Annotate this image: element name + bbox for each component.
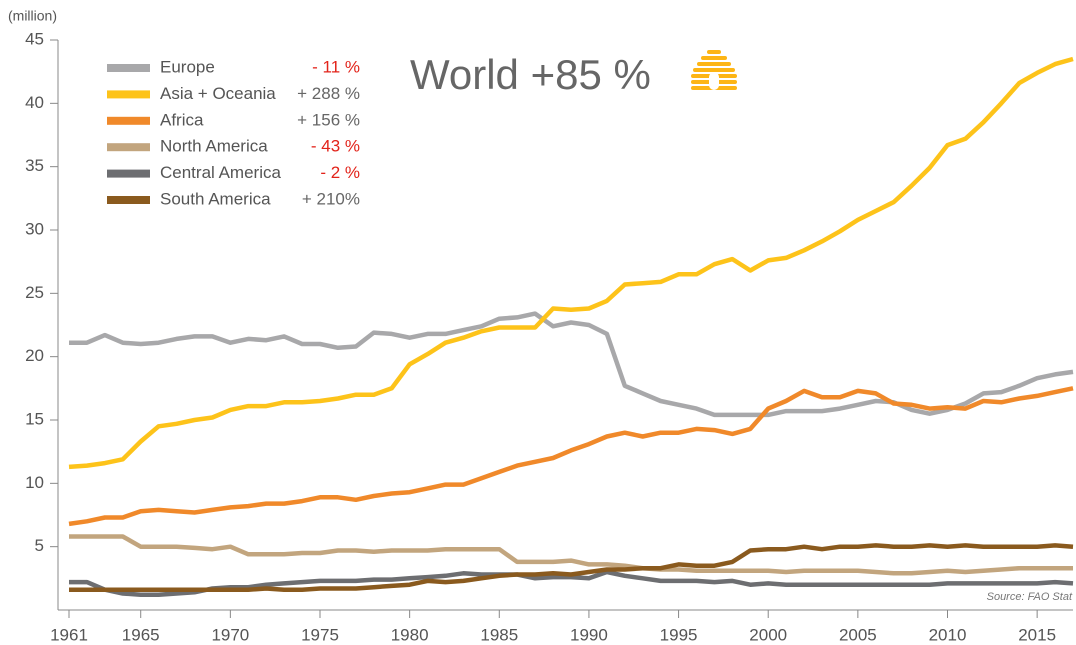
x-tick-label: 1985 bbox=[480, 625, 518, 644]
legend-label: South America bbox=[160, 189, 271, 208]
legend-change: + 156 % bbox=[297, 110, 360, 129]
series-line bbox=[69, 311, 1074, 418]
x-tick-label: 2000 bbox=[749, 625, 787, 644]
x-tick-label: 1990 bbox=[570, 625, 608, 644]
legend-change: - 11 % bbox=[312, 57, 360, 76]
x-tick-label: 1961 bbox=[50, 625, 88, 644]
legend-swatch bbox=[107, 169, 150, 178]
legend-label: North America bbox=[160, 137, 268, 156]
series-line bbox=[68, 386, 1074, 527]
x-tick-label: 1980 bbox=[391, 625, 429, 644]
y-unit: (million) bbox=[8, 8, 57, 24]
source: Source: FAO Stat bbox=[987, 591, 1073, 603]
y-tick-label: 40 bbox=[25, 93, 44, 112]
annotation: World +85 % bbox=[410, 51, 651, 98]
series-line bbox=[69, 569, 1074, 598]
legend-label: Europe bbox=[160, 57, 215, 76]
x-tick-label: 1975 bbox=[301, 625, 339, 644]
legend-swatch bbox=[107, 143, 150, 152]
x-tick-label: 2010 bbox=[929, 625, 967, 644]
legend-swatch bbox=[107, 116, 150, 125]
x-tick-label: 2005 bbox=[839, 625, 877, 644]
beehive-icon bbox=[691, 50, 737, 90]
series-line bbox=[69, 543, 1074, 592]
x-tick-label: 1995 bbox=[660, 625, 698, 644]
legend-change: + 288 % bbox=[297, 84, 360, 103]
legend-label: Central America bbox=[160, 163, 281, 182]
x-tick-label: 2015 bbox=[1018, 625, 1056, 644]
legend-swatch bbox=[107, 64, 150, 72]
legend-label: Africa bbox=[160, 110, 204, 129]
y-tick-label: 10 bbox=[25, 473, 44, 492]
y-tick-label: 25 bbox=[25, 283, 44, 302]
legend-swatch bbox=[107, 196, 150, 204]
series-line bbox=[68, 56, 1074, 470]
legend-change: - 43 % bbox=[311, 137, 360, 156]
y-tick-label: 5 bbox=[35, 536, 44, 555]
y-tick-label: 45 bbox=[25, 29, 44, 48]
y-tick-label: 35 bbox=[25, 156, 44, 175]
legend-change: - 2 % bbox=[320, 163, 360, 182]
legend-label: Asia + Oceania bbox=[160, 84, 276, 103]
y-tick-label: 15 bbox=[25, 409, 44, 428]
x-tick-label: 1965 bbox=[122, 625, 160, 644]
y-tick-label: 30 bbox=[25, 219, 44, 238]
legend-change: + 210% bbox=[302, 189, 360, 208]
series-line bbox=[69, 534, 1073, 576]
y-tick-label: 20 bbox=[25, 346, 44, 365]
legend-swatch bbox=[107, 90, 150, 99]
x-tick-label: 1970 bbox=[211, 625, 249, 644]
